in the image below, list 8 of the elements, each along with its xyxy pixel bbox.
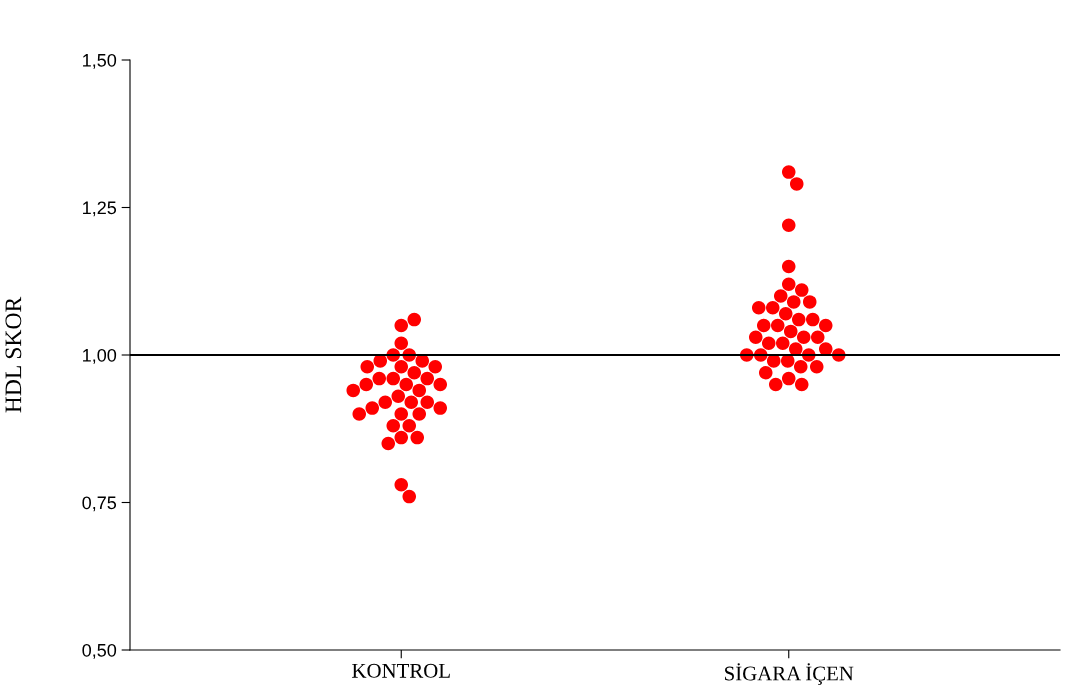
y-tick-label: 1,50 xyxy=(83,53,117,69)
x-tick-label: KONTROL xyxy=(352,663,450,678)
y-tick-label: 0,75 xyxy=(82,496,117,512)
y-axis-title: HDL SKOR xyxy=(5,296,22,413)
y-tick-label: 1,25 xyxy=(83,201,117,217)
y-tick-label: 1,00 xyxy=(83,348,117,364)
y-tick-label: 0,50 xyxy=(82,643,117,659)
x-tick-label: SİGARA İÇEN xyxy=(725,663,854,685)
